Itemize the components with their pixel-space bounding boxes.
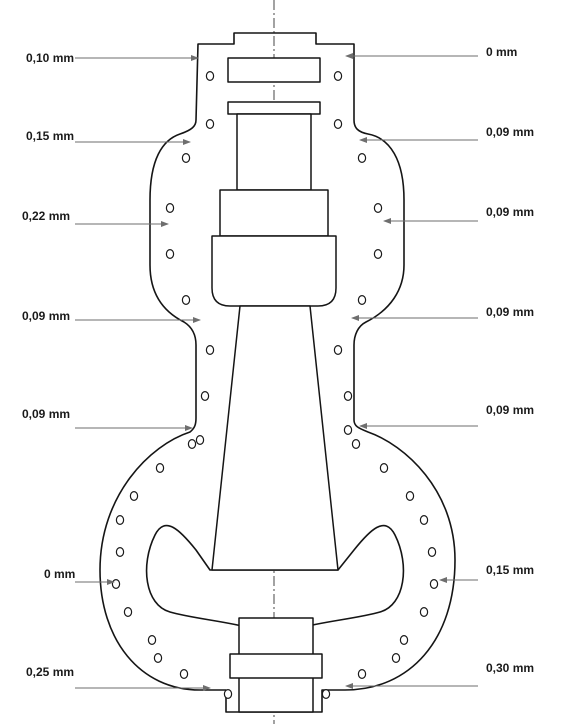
label-right-6: 0,15 mm <box>486 563 534 577</box>
hole-9 <box>165 249 175 260</box>
hole-10 <box>373 249 383 260</box>
lower-collar <box>229 653 323 679</box>
label-right-4: 0,09 mm <box>486 305 534 319</box>
hole-30 <box>419 606 429 617</box>
label-left-1: 0,10 mm <box>26 51 74 65</box>
hole-13 <box>205 345 215 356</box>
hole-20 <box>379 463 389 474</box>
hole-3 <box>205 118 215 129</box>
left-arrows <box>75 55 211 691</box>
hole-36 <box>357 668 367 679</box>
top-collar <box>227 57 321 83</box>
hole-40 <box>343 425 353 436</box>
hole-22 <box>405 491 415 502</box>
hole-37 <box>223 688 233 699</box>
hole-18 <box>351 439 361 450</box>
hole-21 <box>129 491 139 502</box>
label-left-4: 0,09 mm <box>22 309 70 323</box>
hole-17 <box>187 439 197 450</box>
label-right-3: 0,09 mm <box>486 205 534 219</box>
hole-25 <box>115 546 125 557</box>
hole-33 <box>153 652 163 663</box>
label-right-5: 0,09 mm <box>486 403 534 417</box>
hole-26 <box>427 546 437 557</box>
hole-35 <box>179 668 189 679</box>
hole-24 <box>419 514 429 525</box>
hole-1 <box>205 70 215 81</box>
hole-15 <box>200 391 210 402</box>
outer-housing-outline <box>99 32 456 713</box>
hole-2 <box>333 70 343 81</box>
label-left-3: 0,22 mm <box>22 209 70 223</box>
hole-12 <box>357 295 367 306</box>
hole-19 <box>155 463 165 474</box>
hole-29 <box>123 606 133 617</box>
hole-11 <box>181 295 191 306</box>
label-left-2: 0,15 mm <box>26 129 74 143</box>
right-arrows <box>345 53 478 689</box>
label-right-2: 0,09 mm <box>486 125 534 139</box>
middle-block <box>219 189 329 237</box>
hole-5 <box>181 153 191 164</box>
hole-32 <box>399 634 409 645</box>
label-right-7: 0,30 mm <box>486 661 534 675</box>
hole-39 <box>195 435 205 446</box>
hole-34 <box>391 652 401 663</box>
hole-4 <box>333 118 343 129</box>
hole-7 <box>165 203 175 214</box>
hole-31 <box>147 634 157 645</box>
label-right-1: 0 mm <box>486 45 517 59</box>
hole-8 <box>373 203 383 214</box>
hole-28 <box>429 578 439 589</box>
hole-6 <box>357 153 367 164</box>
hole-14 <box>333 345 343 356</box>
hole-23 <box>115 514 125 525</box>
hole-16 <box>343 391 353 402</box>
bulb-section <box>211 235 337 307</box>
upper-shaft <box>236 113 312 191</box>
hole-group <box>111 70 439 699</box>
hole-27 <box>111 578 121 589</box>
label-left-5: 0,09 mm <box>22 407 70 421</box>
ring-groove <box>227 101 321 115</box>
tapered-cone <box>211 305 339 571</box>
label-left-7: 0,25 mm <box>26 665 74 679</box>
hole-38 <box>321 688 331 699</box>
label-left-6: 0 mm <box>44 567 75 581</box>
